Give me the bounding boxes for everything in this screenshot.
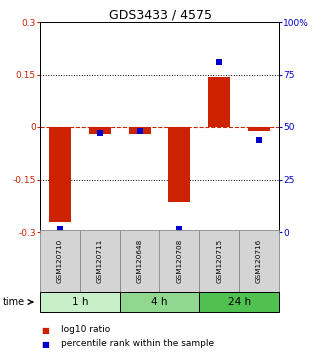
Text: ■: ■ [42,325,50,335]
Text: GSM120710: GSM120710 [57,239,63,283]
Point [137,129,142,134]
Point [57,226,63,232]
Bar [40,292,120,312]
Point [97,131,102,136]
Text: GSM120715: GSM120715 [216,239,222,283]
Text: log10 ratio: log10 ratio [61,325,110,335]
Bar [199,230,239,292]
Bar [248,127,270,131]
Bar [239,230,279,292]
Text: GDS3433 / 4575: GDS3433 / 4575 [109,9,212,22]
Text: GSM120708: GSM120708 [177,239,182,283]
Point [217,59,222,65]
Text: GSM120648: GSM120648 [136,239,143,283]
Text: time: time [3,297,25,307]
Bar [199,292,279,312]
Point [177,226,182,232]
Bar [129,127,151,134]
Text: 24 h: 24 h [228,297,251,307]
Text: GSM120711: GSM120711 [97,239,103,283]
Bar [80,230,120,292]
Text: 4 h: 4 h [151,297,168,307]
Bar [40,230,80,292]
Text: 1 h: 1 h [72,297,88,307]
Text: ■: ■ [42,339,50,348]
Bar [169,127,190,202]
Bar [49,127,71,222]
Bar [208,77,230,127]
Point [256,137,262,142]
Bar [120,292,199,312]
Text: GSM120716: GSM120716 [256,239,262,283]
Bar [160,230,199,292]
Text: percentile rank within the sample: percentile rank within the sample [61,339,214,348]
Bar [89,127,111,134]
Bar [120,230,160,292]
